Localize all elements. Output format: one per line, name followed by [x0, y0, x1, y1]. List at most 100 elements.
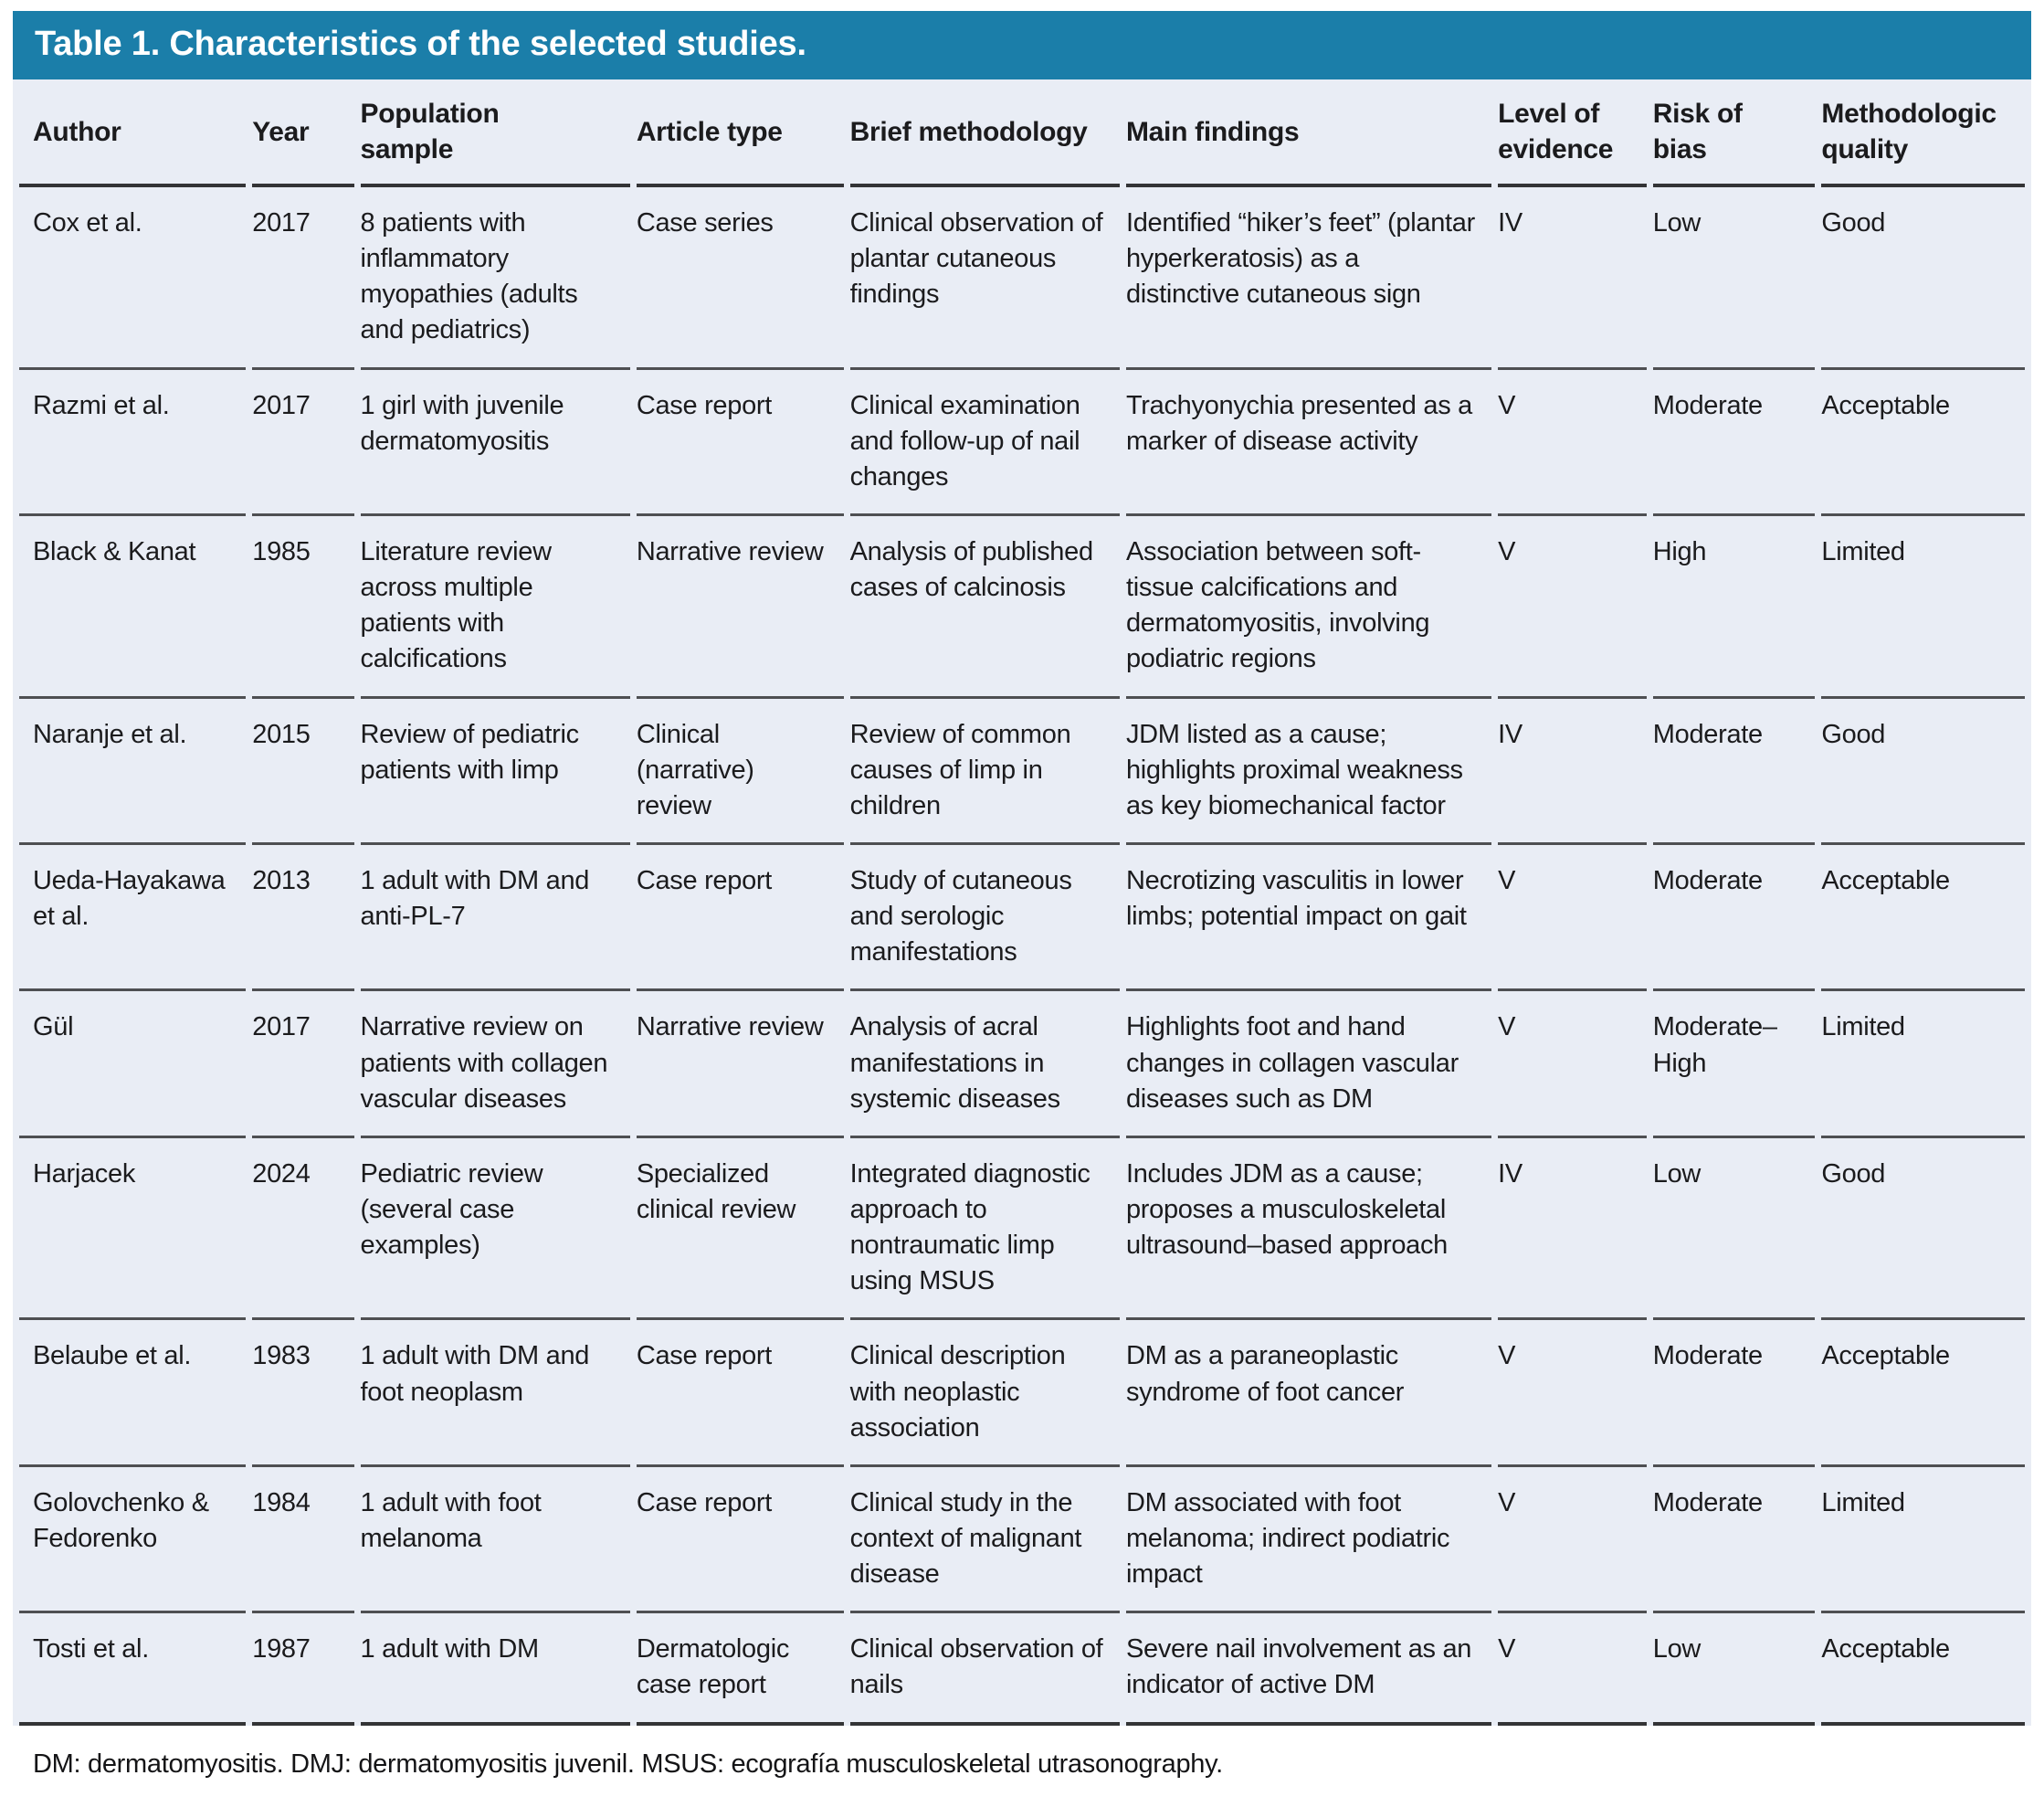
cell-population: 1 adult with DM and foot neoplasm — [360, 1320, 630, 1467]
cell-methodology: Clinical examination and follow-up of na… — [849, 370, 1120, 516]
cell-population: 1 girl with juvenile dermatomyositis — [360, 370, 630, 516]
cell-article-type: Clinical (narrative) review — [636, 699, 844, 845]
column-header-brief-methodology: Brief methodology — [849, 79, 1120, 187]
table-title: Table 1. Characteristics of the selected… — [13, 11, 2031, 79]
cell-article-type: Narrative review — [636, 991, 844, 1138]
column-header-population-sample: Population sample — [360, 79, 630, 187]
cell-article-type: Specialized clinical review — [636, 1138, 844, 1321]
cell-population: Pediatric review (several case examples) — [360, 1138, 630, 1321]
cell-bias: Moderate — [1652, 1320, 1816, 1467]
cell-evidence: V — [1498, 1613, 1647, 1726]
cell-findings: Necrotizing vasculitis in lower limbs; p… — [1125, 845, 1492, 992]
cell-findings: Trachyonychia presented as a marker of d… — [1125, 370, 1492, 516]
cell-year: 1984 — [252, 1467, 354, 1614]
cell-population: Review of pediatric patients with limp — [360, 699, 630, 845]
cell-year: 1987 — [252, 1613, 354, 1726]
cell-findings: Severe nail involvement as an indicator … — [1125, 1613, 1492, 1726]
cell-quality: Good — [1821, 699, 2025, 845]
cell-author: Cox et al. — [19, 187, 247, 370]
table-row: Razmi et al. 2017 1 girl with juvenile der… — [19, 370, 2025, 516]
cell-methodology: Clinical description with neoplastic ass… — [849, 1320, 1120, 1467]
cell-quality: Good — [1821, 1138, 2025, 1321]
table-row: Naranje et al. 2015 Review of pediatric pa… — [19, 699, 2025, 845]
cell-methodology: Review of common causes of limp in child… — [849, 699, 1120, 845]
cell-quality: Acceptable — [1821, 1320, 2025, 1467]
cell-year: 2013 — [252, 845, 354, 992]
cell-author: Harjacek — [19, 1138, 247, 1321]
table-row: Tosti et al. 1987 1 adult with DM Dermatolo… — [19, 1613, 2025, 1726]
cell-year: 2024 — [252, 1138, 354, 1321]
cell-evidence: V — [1498, 991, 1647, 1138]
column-header-year: Year — [252, 79, 354, 187]
table-row: Gül 2017 Narrative review on patients with… — [19, 991, 2025, 1138]
cell-author: Golovchenko & Fedorenko — [19, 1467, 247, 1614]
cell-year: 2015 — [252, 699, 354, 845]
column-header-risk-of-bias: Risk of bias — [1652, 79, 1816, 187]
cell-bias: Low — [1652, 1138, 1816, 1321]
cell-population: 1 adult with DM — [360, 1613, 630, 1726]
cell-evidence: V — [1498, 845, 1647, 992]
cell-year: 2017 — [252, 370, 354, 516]
cell-quality: Limited — [1821, 991, 2025, 1138]
cell-quality: Good — [1821, 187, 2025, 370]
table-row: Belaube et al. 1983 1 adult with DM and fo… — [19, 1320, 2025, 1467]
cell-quality: Acceptable — [1821, 370, 2025, 516]
table-row: Golovchenko & Fedorenko 1984 1 adult with … — [19, 1467, 2025, 1614]
cell-author: Tosti et al. — [19, 1613, 247, 1726]
cell-quality: Limited — [1821, 1467, 2025, 1614]
cell-bias: Moderate–High — [1652, 991, 1816, 1138]
table-row: Cox et al. 2017 8 patients with inflammato… — [19, 187, 2025, 370]
cell-author: Ueda-Hayakawa et al. — [19, 845, 247, 992]
cell-population: Literature review across multiple patien… — [360, 516, 630, 699]
column-header-methodologic-quality: Methodologic quality — [1821, 79, 2025, 187]
table-row: Black & Kanat 1985 Literature review acros… — [19, 516, 2025, 699]
footnote: DM: dermatomyositis. DMJ: dermatomyositi… — [33, 1749, 1223, 1779]
cell-findings: JDM listed as a cause; highlights proxim… — [1125, 699, 1492, 845]
table-body: Cox et al. 2017 8 patients with inflammato… — [19, 187, 2025, 1726]
cell-article-type: Case series — [636, 187, 844, 370]
cell-methodology: Analysis of published cases of calcinosi… — [849, 516, 1120, 699]
cell-year: 1985 — [252, 516, 354, 699]
cell-population: 1 adult with foot melanoma — [360, 1467, 630, 1614]
cell-methodology: Clinical observation of plantar cutaneou… — [849, 187, 1120, 370]
column-header-article-type: Article type — [636, 79, 844, 187]
cell-findings: DM associated with foot melanoma; indire… — [1125, 1467, 1492, 1614]
cell-population: 8 patients with inflammatory myopathies … — [360, 187, 630, 370]
column-header-main-findings: Main findings — [1125, 79, 1492, 187]
table-container: Table 1. Characteristics of the selected… — [13, 11, 2031, 1807]
cell-bias: High — [1652, 516, 1816, 699]
cell-methodology: Study of cutaneous and serologic manifes… — [849, 845, 1120, 992]
cell-author: Razmi et al. — [19, 370, 247, 516]
cell-author: Belaube et al. — [19, 1320, 247, 1467]
cell-findings: DM as a paraneoplastic syndrome of foot … — [1125, 1320, 1492, 1467]
cell-evidence: V — [1498, 1467, 1647, 1614]
cell-evidence: IV — [1498, 1138, 1647, 1321]
cell-bias: Low — [1652, 187, 1816, 370]
cell-quality: Limited — [1821, 516, 2025, 699]
cell-bias: Moderate — [1652, 699, 1816, 845]
cell-evidence: V — [1498, 370, 1647, 516]
cell-bias: Moderate — [1652, 1467, 1816, 1614]
cell-methodology: Clinical observation of nails — [849, 1613, 1120, 1726]
column-header-author: Author — [19, 79, 247, 187]
cell-year: 2017 — [252, 991, 354, 1138]
table-row: Ueda-Hayakawa et al. 2013 1 adult with DM … — [19, 845, 2025, 992]
cell-article-type: Case report — [636, 370, 844, 516]
cell-author: Naranje et al. — [19, 699, 247, 845]
table-header-row: Author Year Population sample Article ty… — [19, 79, 2025, 187]
cell-year: 1983 — [252, 1320, 354, 1467]
cell-evidence: V — [1498, 516, 1647, 699]
cell-population: Narrative review on patients with collag… — [360, 991, 630, 1138]
cell-bias: Moderate — [1652, 370, 1816, 516]
cell-year: 2017 — [252, 187, 354, 370]
cell-findings: Association between soft-tissue calcific… — [1125, 516, 1492, 699]
cell-methodology: Analysis of acral manifestations in syst… — [849, 991, 1120, 1138]
cell-quality: Acceptable — [1821, 845, 2025, 992]
cell-bias: Low — [1652, 1613, 1816, 1726]
cell-findings: Highlights foot and hand changes in coll… — [1125, 991, 1492, 1138]
studies-table: Author Year Population sample Article ty… — [13, 79, 2031, 1726]
cell-quality: Acceptable — [1821, 1613, 2025, 1726]
cell-bias: Moderate — [1652, 845, 1816, 992]
cell-article-type: Dermatologic case report — [636, 1613, 844, 1726]
cell-evidence: V — [1498, 1320, 1647, 1467]
